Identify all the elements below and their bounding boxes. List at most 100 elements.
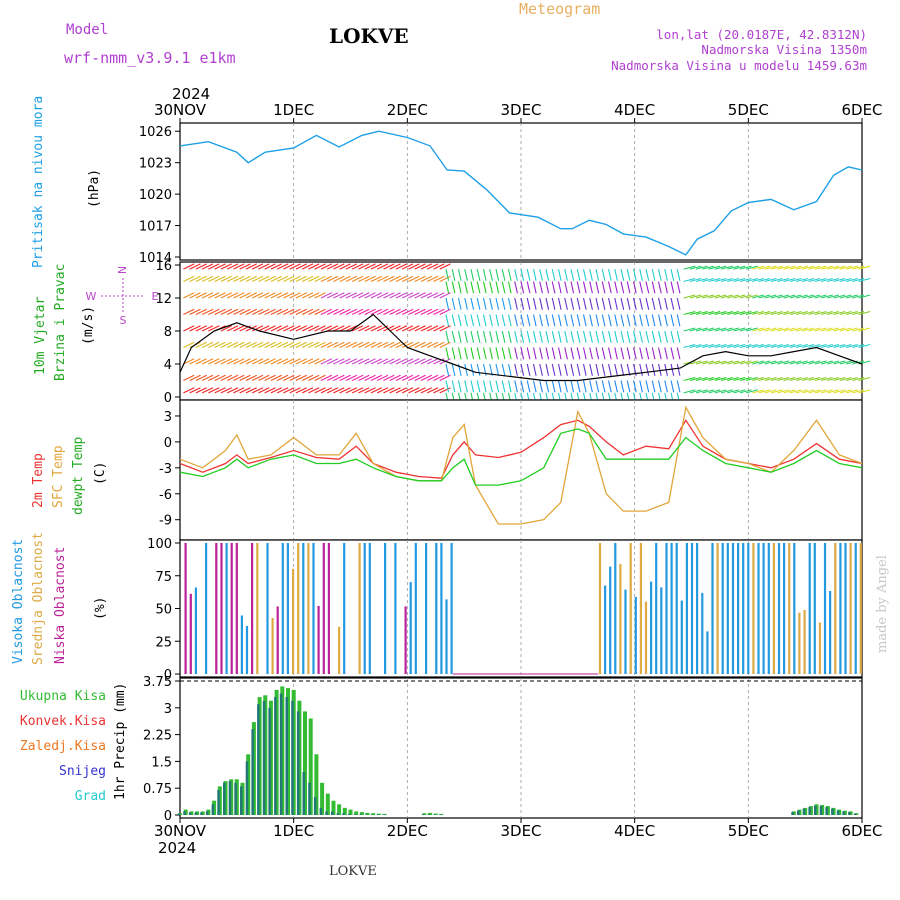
wind-barb [226, 308, 239, 315]
wind-barb [564, 380, 568, 393]
wind-barb [645, 380, 650, 393]
x-tick-label-top: 30NOV [154, 101, 207, 119]
wind-barb [195, 325, 207, 332]
wind-barb [289, 374, 301, 381]
precip-snow-bar [427, 814, 431, 815]
wind-barb [852, 327, 865, 332]
wind-barb [364, 325, 376, 332]
wind-barb [733, 360, 746, 365]
wind-barb [251, 374, 264, 381]
wind-barb [532, 297, 537, 310]
cloud-bar [343, 543, 346, 674]
wind-barb [395, 341, 408, 348]
wind-barb [183, 325, 195, 332]
wind-barb [470, 269, 475, 281]
wind-barb [739, 360, 752, 365]
wind-barb [320, 374, 333, 381]
wind-barb [358, 275, 370, 282]
wind-barb [251, 341, 264, 348]
precip-snow-bar [421, 814, 425, 815]
wind-barb [820, 277, 833, 283]
cloud-panel: 0 25 50 75 100 [147, 537, 863, 683]
wind-panel: 0 4 8 12 16 [155, 259, 871, 406]
wind-barb [595, 314, 600, 327]
wind-barb [752, 376, 765, 382]
y-tick-label: 1026 [139, 125, 172, 140]
wind-barb [833, 327, 846, 332]
wind-barb [670, 281, 675, 294]
wind-barb [714, 360, 727, 365]
wind-barb [351, 387, 364, 394]
precip-snow-bar [831, 808, 834, 815]
wind-barb [520, 330, 525, 343]
wind-barb [570, 297, 575, 310]
wind-barb [833, 389, 846, 394]
wind-barb [364, 275, 376, 282]
wind-barb [620, 281, 625, 294]
wind-barb [426, 308, 439, 315]
wind-barb [339, 308, 351, 315]
wind-barb [789, 310, 802, 316]
precip-total-bar [308, 718, 313, 815]
wind-barb [439, 341, 451, 348]
wind-barb [489, 297, 493, 310]
wind-barb [358, 325, 370, 332]
wind-barb [632, 269, 637, 281]
temp-label-dewpt: dewpt Temp [71, 437, 86, 515]
wind-barb [214, 275, 226, 282]
wind-barb [320, 263, 333, 270]
wind-barb [220, 387, 232, 394]
wind-barb [383, 325, 395, 332]
wind-barb [520, 380, 525, 393]
wind-barb [339, 292, 351, 299]
wind-barb [333, 341, 345, 348]
wind-barb [651, 380, 656, 393]
wind-barb [433, 292, 445, 299]
wind-barb [208, 263, 220, 270]
wind-barb [727, 310, 740, 316]
wind-barb [433, 275, 445, 282]
wind-barb [308, 263, 320, 270]
wind-barb [482, 314, 487, 327]
wind-barb [258, 341, 270, 348]
wind-barb [676, 281, 681, 294]
cloud-bars [184, 543, 862, 674]
wind-barb [695, 327, 708, 332]
wind-barb [601, 330, 606, 343]
wind-barb [414, 263, 426, 270]
cloud-bar [230, 543, 233, 674]
wind-barb [395, 358, 408, 365]
compass-east: E [152, 290, 159, 303]
wind-barb [802, 265, 815, 270]
wind-barb [582, 347, 587, 360]
precip-total-bar [325, 793, 330, 815]
wind-barb [470, 363, 475, 376]
wind-barb [551, 281, 556, 294]
wind-barb [233, 387, 245, 394]
wind-barb [614, 281, 618, 294]
wind-barb [326, 387, 339, 394]
wind-barb [270, 308, 282, 315]
wind-barb [789, 294, 802, 299]
wind-barb [351, 275, 364, 282]
wind-barb [845, 343, 858, 349]
wind-barb [333, 292, 345, 299]
wind-barb [589, 363, 593, 376]
wind-barb [457, 330, 462, 343]
cloud-bar [425, 543, 428, 674]
wind-barb [833, 376, 846, 382]
wind-barb [383, 358, 395, 365]
wind-barb [626, 281, 631, 294]
precip-snow-bar [268, 707, 271, 815]
wind-barb [520, 269, 525, 281]
y-tick-label: 1017 [139, 220, 172, 235]
wind-barb [308, 325, 320, 332]
precip-total-bar [428, 812, 433, 815]
wind-barb [708, 277, 721, 283]
wind-barb [301, 292, 314, 299]
wind-barb [326, 308, 339, 315]
wind-barb [520, 347, 525, 360]
wind-barb [408, 325, 420, 332]
wind-barb [720, 376, 733, 382]
wind-barb [802, 277, 815, 283]
